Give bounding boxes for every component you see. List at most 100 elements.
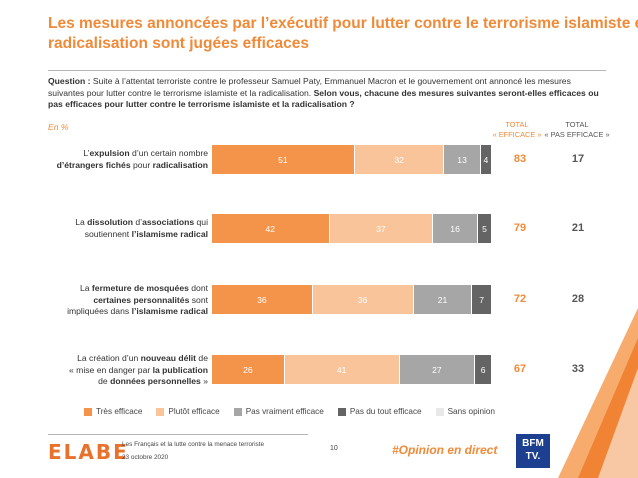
row-label-part: soutiennent: [84, 228, 132, 239]
row-label: La création d’un nouveau délit de « mise …: [40, 353, 208, 388]
row-label-part: d’étrangers fichés: [56, 159, 131, 170]
legend-label: Pas vraiment efficace: [245, 407, 324, 416]
row-label-part: d’un certain nombre: [129, 148, 208, 158]
stacked-bar: 26 41 27 6: [212, 355, 492, 384]
bar-segment: 6: [475, 355, 492, 384]
bar-segment: 37: [329, 214, 434, 243]
total-efficace-header-line2: « EFFICACE »: [492, 129, 542, 139]
legend-swatch: [233, 407, 242, 416]
row-label-part: L’: [83, 148, 90, 158]
stacked-bar: 51 32 13 4: [212, 145, 492, 174]
row-label-part: l’islamisme radical: [131, 228, 208, 239]
legend-label: Sans opinion: [447, 407, 495, 416]
legend-label: Plutôt efficace: [168, 407, 220, 416]
stacked-bar: 42 37 16 5: [212, 214, 492, 243]
chart-legend: Très efficace Plutôt efficace Pas vraiment…: [84, 407, 509, 416]
legend-swatch: [337, 407, 346, 416]
elabe-logo: ELABE: [48, 440, 129, 464]
row-label-part: »: [200, 376, 208, 386]
decorative-triangle-icon: [558, 308, 638, 478]
bar-segment: 42: [212, 214, 330, 243]
total-efficace-value: 72: [513, 293, 527, 305]
total-efficace-value: 79: [513, 222, 527, 234]
bar-segment: 32: [354, 145, 445, 174]
row-label-part: certaines personnalités: [93, 294, 190, 305]
row-label-part: expulsion: [89, 148, 130, 158]
row-label-part: d’: [133, 217, 143, 227]
bar-segment: 51: [212, 145, 355, 174]
stacked-bar: 36 36 21 7: [212, 285, 492, 314]
row-label-part: de: [196, 353, 208, 363]
hashtag: #Opinion en direct: [392, 443, 498, 457]
row-label-part: radicalisation: [152, 159, 208, 170]
unit-label: En %: [48, 122, 69, 132]
bar-segment: 13: [444, 145, 481, 174]
row-label: L’expulsion d’un certain nombre d’étrange…: [40, 148, 208, 171]
bfmtv-logo: BFM TV.: [516, 434, 550, 468]
header-divider: [48, 70, 606, 71]
bar-segment: 21: [413, 285, 473, 314]
bar-segment: 36: [312, 285, 414, 314]
bar-segment: 16: [433, 214, 478, 243]
row-label-part: La: [79, 283, 92, 293]
row-label-part: « mise en danger par: [69, 364, 153, 375]
page-number: 10: [330, 445, 338, 452]
total-pas-efficace-value: 17: [571, 153, 585, 165]
bar-segment: 36: [212, 285, 313, 314]
total-efficace-value: 83: [513, 153, 527, 165]
legend-item: Très efficace: [84, 407, 142, 416]
bar-segment: 7: [472, 285, 492, 314]
footer-subtitle: Les Français et la lutte contre la menac…: [122, 441, 265, 448]
legend-label: Très efficace: [96, 407, 143, 416]
row-label-part: impliquées dans: [67, 306, 132, 316]
total-pas-efficace-header-line2: « PAS EFFICACE »: [544, 129, 610, 139]
legend-swatch: [435, 407, 444, 416]
total-efficace-header: TOTAL « EFFICACE »: [482, 120, 552, 139]
legend-item: Sans opinion: [435, 407, 495, 416]
bfmtv-logo-line2: TV.: [525, 451, 541, 462]
bar-segment: 27: [399, 355, 476, 384]
legend-swatch: [84, 407, 92, 416]
row-label: La dissolution d’associations qui soutien…: [40, 217, 208, 240]
bar-segment: 5: [477, 214, 492, 243]
total-pas-efficace-value: 33: [571, 363, 585, 375]
row-label-part: la publication: [152, 364, 208, 375]
total-pas-efficace-value: 28: [571, 293, 585, 305]
bar-segment: 41: [284, 355, 400, 384]
row-label-part: fermeture de mosquées: [91, 283, 189, 293]
legend-item: Pas du tout efficace: [337, 407, 422, 416]
question-label: Question :: [48, 76, 91, 86]
row-label-part: nouveau délit: [140, 353, 197, 363]
row-label-part: La: [75, 217, 88, 227]
title-line-2: radicalisation sont jugées efficaces: [48, 35, 310, 52]
legend-item: Plutôt efficace: [156, 407, 220, 416]
legend-item: Pas vraiment efficace: [233, 407, 324, 416]
row-label-part: qui: [194, 217, 208, 227]
row-label-part: La création d’un: [77, 353, 141, 363]
footer-date: 23 octobre 2020: [122, 454, 169, 461]
legend-swatch: [156, 407, 165, 416]
page-title: Les mesures annoncées par l’exécutif pou…: [48, 14, 638, 54]
footer-divider: [48, 434, 308, 435]
question-body: Suite à l’attentat terroriste contre le …: [48, 76, 571, 98]
total-pas-efficace-header-line1: TOTAL: [565, 120, 589, 129]
bar-segment: 26: [212, 355, 285, 384]
question-bold: Selon vous, chacune des mesures suivante…: [48, 87, 599, 110]
total-pas-efficace-value: 21: [571, 222, 585, 234]
total-efficace-header-line1: TOTAL: [505, 120, 529, 129]
bfmtv-logo-line1: BFM: [522, 438, 544, 449]
row-label-part: l’islamisme radical: [131, 306, 208, 316]
row-label-part: de: [98, 376, 111, 386]
row-label-part: dont: [188, 283, 208, 293]
total-efficace-value: 67: [513, 363, 527, 375]
row-label-part: dissolution: [87, 217, 133, 227]
bar-segment: 4: [480, 145, 492, 174]
total-pas-efficace-header: TOTAL « PAS EFFICACE »: [542, 120, 612, 139]
legend-label: Pas du tout efficace: [349, 407, 422, 416]
row-label-part: sont: [189, 294, 208, 305]
question-text: Question : Suite à l’attentat terroriste…: [48, 76, 608, 111]
row-label-part: données personnelles: [110, 376, 201, 386]
row-label: La fermeture de mosquées dont certaines p…: [40, 283, 208, 318]
row-label-part: associations: [142, 217, 195, 227]
row-label-part: pour: [130, 159, 153, 170]
